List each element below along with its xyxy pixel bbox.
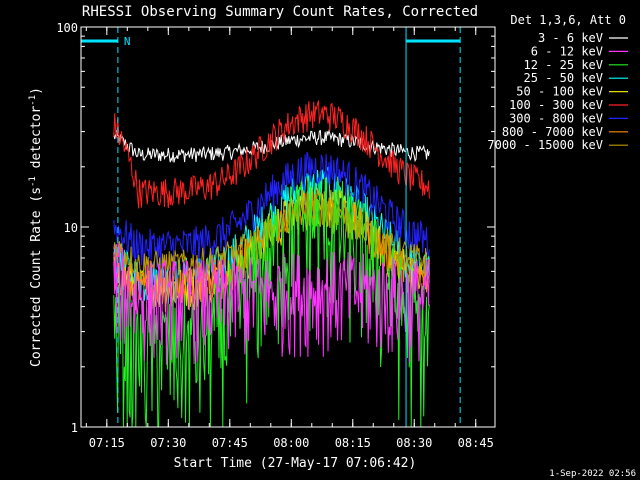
y-label-sup1: -1 xyxy=(28,176,38,187)
legend-label: 6 - 12 keV xyxy=(531,44,603,58)
x-tick-label: 08:45 xyxy=(458,436,494,450)
x-tick-label: 07:30 xyxy=(150,436,186,450)
x-axis-label: Start Time (27-May-17 07:06:42) xyxy=(174,456,417,471)
y-tick-label: 1 xyxy=(71,421,78,435)
y-axis-label: Corrected Count Rate (s-1 detector-1) xyxy=(28,87,44,367)
legend-label: 3 - 6 keV xyxy=(538,31,603,45)
legend-label: 50 - 100 keV xyxy=(516,85,603,99)
series-line xyxy=(113,100,430,209)
legend-label: 800 - 7000 keV xyxy=(502,125,603,139)
y-label-main: Corrected Count Rate (s xyxy=(29,187,44,367)
y-label-end: ) xyxy=(29,87,44,95)
x-tick-label: 08:15 xyxy=(335,436,371,450)
chart-title: RHESSI Observing Summary Count Rates, Co… xyxy=(82,4,478,20)
x-tick-label: 08:00 xyxy=(273,436,309,450)
legend-label: 300 - 800 keV xyxy=(509,111,603,125)
y-tick-label: 10 xyxy=(64,221,78,235)
y-label-mid: detector xyxy=(29,106,44,177)
y-axis: 1 10 100 xyxy=(56,21,495,435)
legend-label: 25 - 50 keV xyxy=(524,71,603,85)
series-line xyxy=(113,243,430,365)
plot-frame xyxy=(80,26,496,428)
legend-header: Det 1,3,6, Att 0 xyxy=(510,13,626,27)
footer-timestamp: 1-Sep-2022 02:56 xyxy=(549,469,636,479)
y-label-sup2: -1 xyxy=(28,95,38,106)
plot-data-layer: N xyxy=(80,27,461,428)
series-line xyxy=(113,151,430,268)
series-line xyxy=(113,128,430,163)
x-axis: 07:15 07:30 07:45 08:00 08:15 08:30 08:45 xyxy=(85,27,494,450)
y-tick-label: 100 xyxy=(56,21,78,35)
x-tick-label: 08:30 xyxy=(396,436,432,450)
legend-label: 7000 - 15000 keV xyxy=(487,138,603,152)
night-marker-label: N xyxy=(124,35,131,48)
legend-label: 100 - 300 keV xyxy=(509,98,603,112)
legend-label: 12 - 25 keV xyxy=(524,58,603,72)
x-tick-label: 07:15 xyxy=(89,436,125,450)
x-tick-label: 07:45 xyxy=(212,436,248,450)
